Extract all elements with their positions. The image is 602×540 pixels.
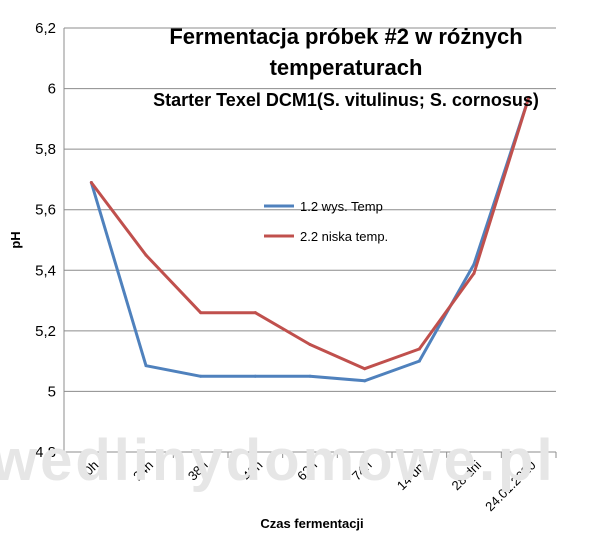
data-point [527,96,531,100]
series [89,96,531,383]
y-tick-label: 6,2 [35,20,56,37]
data-point [89,180,93,184]
legend: 1.2 wys. Temp 2.2 niska temp. [264,199,388,244]
data-point [144,253,148,257]
data-point [144,364,148,368]
data-point [199,374,203,378]
y-tick-label: 4,8 [35,444,56,461]
chart-title: Fermentacja próbek #2 w różnych [169,24,522,49]
y-tick-label: 5,4 [35,262,56,279]
x-axis-label: Czas fermentacji [260,516,363,531]
y-tick-label: 5,6 [35,202,56,219]
data-point [308,342,312,346]
data-point [472,262,476,266]
data-point [417,347,421,351]
data-point [363,379,367,383]
gridlines [64,27,556,453]
y-tick-label: 5 [48,383,56,400]
y-tick-label: 6 [48,81,56,98]
data-point [417,359,421,363]
data-point [199,311,203,315]
y-axis-label: pH [8,231,23,248]
data-point [253,374,257,378]
axes: 4,855,25,45,65,866,20h 24h 38h 48h 62h 74h 14 … [35,20,557,514]
legend-label: 1.2 wys. Temp [300,199,383,214]
data-point [472,271,476,275]
data-point [363,367,367,371]
y-tick-label: 5,2 [35,323,56,340]
y-tick-label: 5,8 [35,141,56,158]
data-point [308,374,312,378]
chart-subtitle: Starter Texel DCM1(S. vitulinus; S. corn… [153,90,539,110]
chart-title-line2: temperaturach [270,55,423,80]
legend-label: 2.2 niska temp. [300,229,388,244]
watermark: wedlinydomowe.pl [0,428,556,493]
data-point [253,311,257,315]
